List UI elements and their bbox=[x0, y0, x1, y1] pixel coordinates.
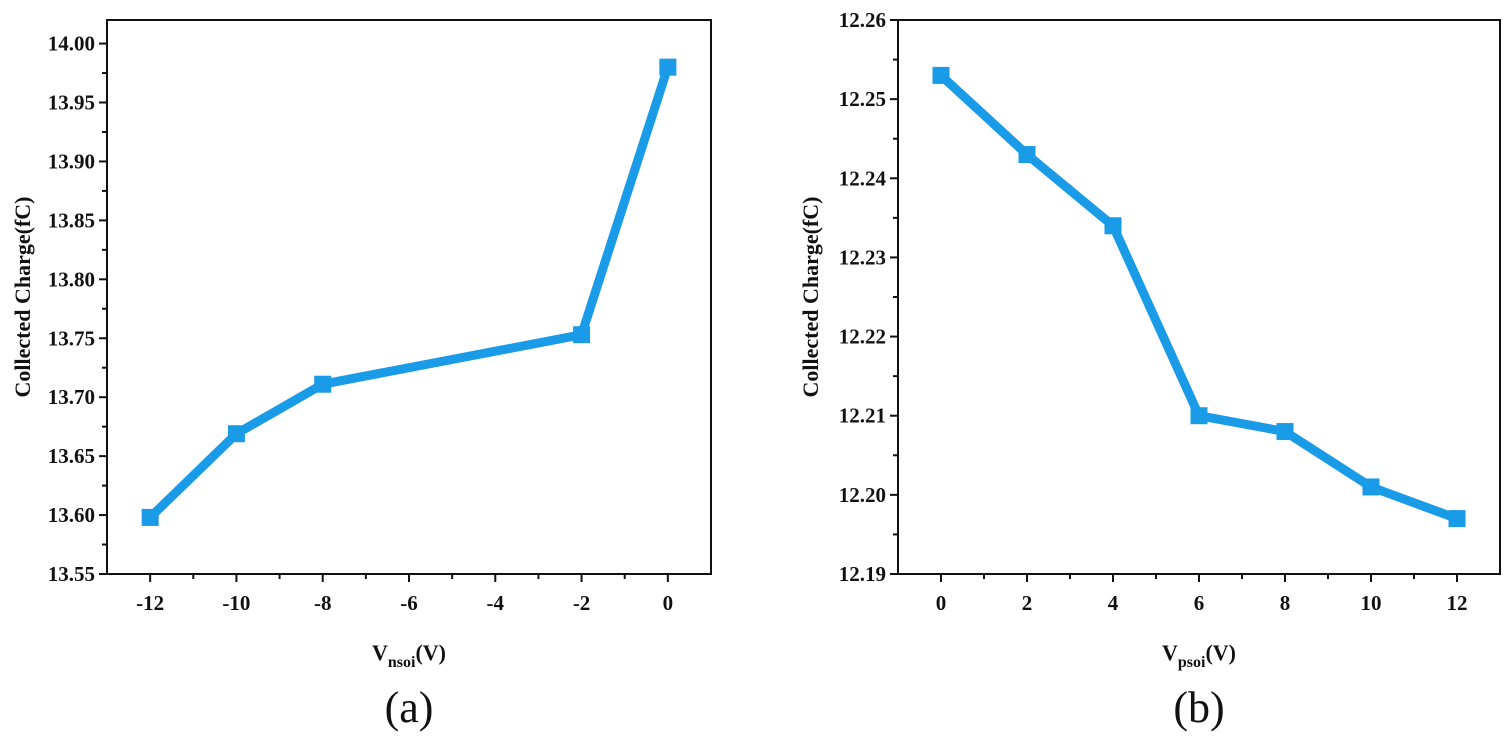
x-axis-title-main: V bbox=[1162, 640, 1178, 665]
x-tick-label: 8 bbox=[1280, 591, 1291, 615]
x-tick-label: -12 bbox=[136, 591, 164, 615]
y-tick-label: 13.60 bbox=[48, 503, 95, 527]
x-tick-label: 10 bbox=[1361, 591, 1382, 615]
x-axis-title-sub: psoi bbox=[1178, 654, 1206, 671]
data-point bbox=[1018, 146, 1036, 164]
panel-a: -12 -10 -8 -6 -4 -2 0 13.55 13.60 13.65 13.70 13.75… bbox=[10, 19, 712, 732]
x-tick-label: 4 bbox=[1108, 591, 1119, 615]
y-tick-label: 12.23 bbox=[839, 245, 886, 269]
y-tick-label: 13.95 bbox=[48, 91, 95, 115]
x-axis-title-suffix: (V) bbox=[1205, 640, 1236, 665]
y-axis-title: Collected Charge(fC) bbox=[798, 197, 823, 398]
data-point bbox=[141, 508, 159, 526]
data-point bbox=[1190, 407, 1208, 425]
y-axis-title: Collected Charge(fC) bbox=[10, 197, 35, 398]
panel-b: 0 2 4 6 8 10 12 12.19 12.20 12.21 12.22 12.23 12.24 1… bbox=[798, 8, 1501, 732]
x-tick-label: -6 bbox=[400, 591, 418, 615]
data-point bbox=[659, 58, 677, 76]
panel-caption: (a) bbox=[385, 683, 434, 732]
x-axis-title-sub: nsoi bbox=[388, 654, 416, 671]
x-tick-label: -4 bbox=[487, 591, 505, 615]
data-point bbox=[227, 425, 245, 443]
data-point bbox=[314, 375, 332, 393]
y-tick-label: 13.75 bbox=[48, 326, 95, 350]
x-axis-title-suffix: (V) bbox=[415, 640, 446, 665]
data-point bbox=[1276, 423, 1294, 441]
x-axis-title-main: V bbox=[372, 640, 388, 665]
x-tick-label: -2 bbox=[573, 591, 591, 615]
data-point bbox=[932, 66, 950, 84]
y-tick-label: 12.26 bbox=[839, 8, 886, 32]
y-tick-label: 12.24 bbox=[839, 166, 887, 190]
y-tick-label: 12.20 bbox=[839, 483, 886, 507]
data-point bbox=[1104, 217, 1122, 235]
x-axis-title: Vnsoi(V) bbox=[372, 640, 446, 671]
x-axis-title: Vpsoi(V) bbox=[1162, 640, 1236, 671]
data-point bbox=[1362, 478, 1380, 496]
y-tick-label: 13.90 bbox=[48, 149, 95, 173]
y-tick-label: 12.25 bbox=[839, 87, 886, 111]
y-tick-label: 13.65 bbox=[48, 444, 95, 468]
x-tick-label: -8 bbox=[314, 591, 332, 615]
x-tick-label: 12 bbox=[1447, 591, 1468, 615]
data-point bbox=[573, 326, 591, 344]
x-tick-label: -10 bbox=[222, 591, 250, 615]
y-tick-label: 13.70 bbox=[48, 385, 95, 409]
y-tick-label: 12.22 bbox=[839, 325, 886, 349]
y-tick-label: 12.19 bbox=[839, 562, 886, 586]
x-tick-label: 0 bbox=[936, 591, 947, 615]
y-tick-label: 14.00 bbox=[48, 32, 95, 56]
x-tick-label: 0 bbox=[663, 591, 674, 615]
x-tick-label: 6 bbox=[1194, 591, 1205, 615]
y-tick-label: 13.85 bbox=[48, 208, 95, 232]
x-tick-label: 2 bbox=[1022, 591, 1033, 615]
y-tick-label: 13.55 bbox=[48, 562, 95, 586]
panel-caption: (b) bbox=[1173, 683, 1224, 732]
y-tick-label: 12.21 bbox=[839, 404, 886, 428]
data-point bbox=[1448, 510, 1466, 528]
y-tick-label: 13.80 bbox=[48, 267, 95, 291]
